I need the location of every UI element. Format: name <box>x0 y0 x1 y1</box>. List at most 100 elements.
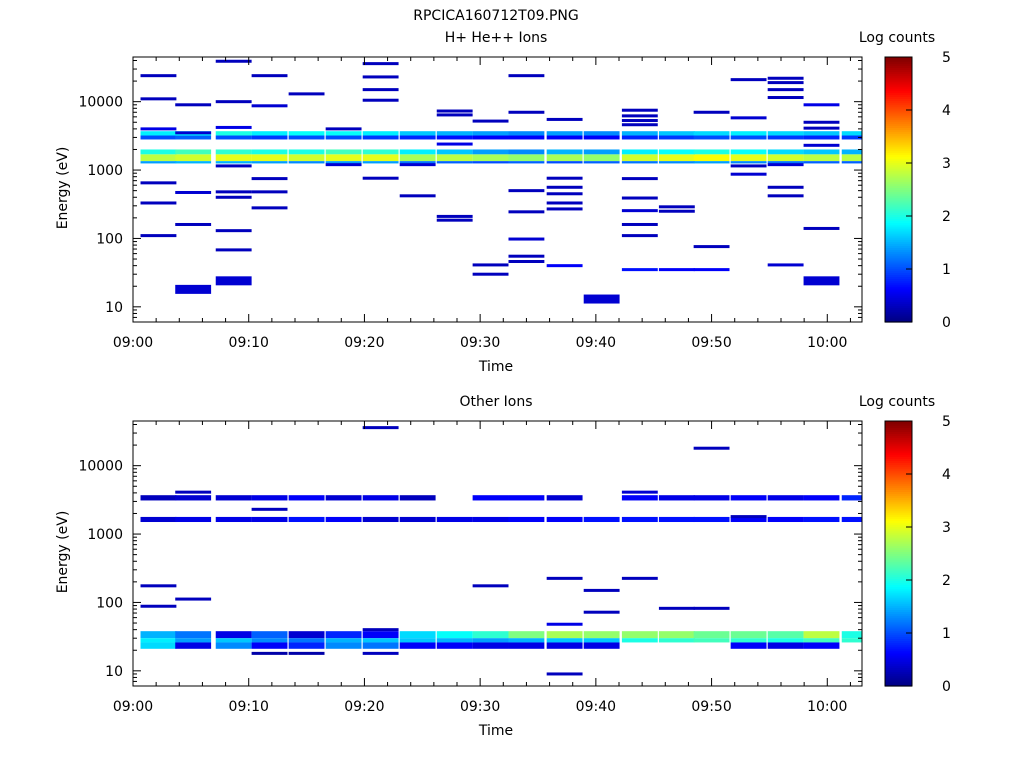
x-tick-label: 10:00 <box>807 699 847 715</box>
colorbar-segment <box>885 81 912 85</box>
heatmap-cell <box>175 190 212 194</box>
colorbar-segment <box>885 505 912 509</box>
colorbar-segment <box>885 663 912 666</box>
heatmap-cell <box>730 515 767 519</box>
colorbar-frame <box>884 420 913 687</box>
colorbar-segment <box>885 638 912 642</box>
colorbar-segment <box>885 617 912 621</box>
heatmap-cell <box>621 490 658 494</box>
colorbar-segment <box>885 247 912 251</box>
heatmap-cell <box>767 516 804 523</box>
heatmap-cell <box>362 516 399 523</box>
colorbar-segment <box>885 282 912 286</box>
heatmap-cell <box>841 131 862 136</box>
heatmap-cell <box>767 263 804 267</box>
colorbar-tick-label: 2 <box>942 573 951 589</box>
colorbar-segment <box>885 512 912 515</box>
heatmap-cell <box>767 131 804 136</box>
heatmap-cell <box>658 638 695 643</box>
colorbar-segment <box>885 507 912 511</box>
colorbar-segment <box>885 241 912 244</box>
heatmap-cell <box>693 446 730 450</box>
heatmap-cell <box>140 234 177 238</box>
colorbar-segment <box>885 625 912 629</box>
colorbar-segment <box>885 456 912 459</box>
colorbar-segment <box>885 197 912 201</box>
heatmap-cell <box>621 123 658 127</box>
colorbar-segment <box>885 305 912 309</box>
colorbar-segment <box>885 135 912 139</box>
colorbar-segment <box>885 123 912 126</box>
heatmap-cell <box>841 631 862 639</box>
heatmap-cell <box>215 125 252 129</box>
colorbar-segment <box>885 646 912 650</box>
colorbar-segment <box>885 268 912 271</box>
heatmap-cell <box>803 103 840 107</box>
heatmap-cell <box>175 638 212 643</box>
colorbar-segment <box>885 228 912 232</box>
colorbar-segment <box>885 222 912 226</box>
heatmap-cell <box>546 149 583 155</box>
panel-title: H+ He++ Ions <box>445 30 548 46</box>
heatmap-cell <box>621 222 658 226</box>
colorbar-segment <box>885 199 912 203</box>
heatmap-cell <box>436 516 473 523</box>
y-tick-label: 10000 <box>78 95 123 111</box>
heatmap-cell <box>472 638 509 643</box>
heatmap-cell <box>508 131 545 136</box>
heatmap-cell <box>140 181 177 185</box>
colorbar-segment <box>885 216 912 220</box>
heatmap-cell <box>767 76 804 80</box>
heatmap-cell <box>621 516 658 523</box>
colorbar-segment <box>885 650 912 654</box>
y-axis-label: Energy (eV) <box>55 147 71 230</box>
colorbar-segment <box>885 644 912 648</box>
heatmap-cell <box>362 98 399 102</box>
heatmap-cell <box>215 164 252 168</box>
heatmap-cell <box>140 149 177 155</box>
colorbar-segment <box>885 119 912 122</box>
heatmap-cell <box>251 104 288 108</box>
heatmap-cell <box>215 516 252 523</box>
heatmap-cell <box>362 62 399 66</box>
heatmap-cell <box>841 516 862 523</box>
heatmap-cell <box>140 201 177 205</box>
heatmap-cell <box>767 642 804 649</box>
x-tick-label: 09:30 <box>460 699 500 715</box>
colorbar-segment <box>885 164 912 168</box>
heatmap-cell <box>288 642 325 649</box>
colorbar-segment <box>885 148 912 151</box>
heatmap-cell <box>693 110 730 114</box>
heatmap-cell <box>215 100 252 104</box>
heatmap-cell <box>175 154 212 162</box>
heatmap-cell <box>251 154 288 162</box>
heatmap-cell <box>658 154 695 162</box>
heatmap-cell <box>546 207 583 211</box>
colorbar-segment <box>885 69 912 73</box>
x-tick-label: 09:20 <box>344 335 384 351</box>
colorbar-segment <box>885 177 912 180</box>
colorbar-segment <box>885 129 912 133</box>
heatmap-cell <box>546 201 583 205</box>
heatmap-cell <box>399 154 436 162</box>
heatmap-cell <box>841 161 862 164</box>
heatmap-cell <box>803 120 840 124</box>
heatmap-cell <box>621 196 658 200</box>
heatmap-cell <box>362 642 399 649</box>
colorbar-segment <box>885 619 912 623</box>
heatmap-cell <box>362 131 399 136</box>
heatmap-cell <box>251 651 288 655</box>
heatmap-cell <box>472 516 509 523</box>
heatmap-cell <box>546 161 583 164</box>
colorbar-segment <box>885 491 912 495</box>
colorbar-segment <box>885 630 912 633</box>
heatmap-cell <box>621 576 658 580</box>
heatmap-cell <box>693 638 730 643</box>
x-tick-label: 09:50 <box>691 335 731 351</box>
colorbar-segment <box>885 77 912 81</box>
colorbar-segment <box>885 447 912 451</box>
colorbar-tick-label: 3 <box>942 156 951 172</box>
heatmap-cell <box>693 268 730 272</box>
heatmap-cell <box>436 631 473 639</box>
colorbar: 0 1 2 3 4 5 <box>884 414 951 695</box>
